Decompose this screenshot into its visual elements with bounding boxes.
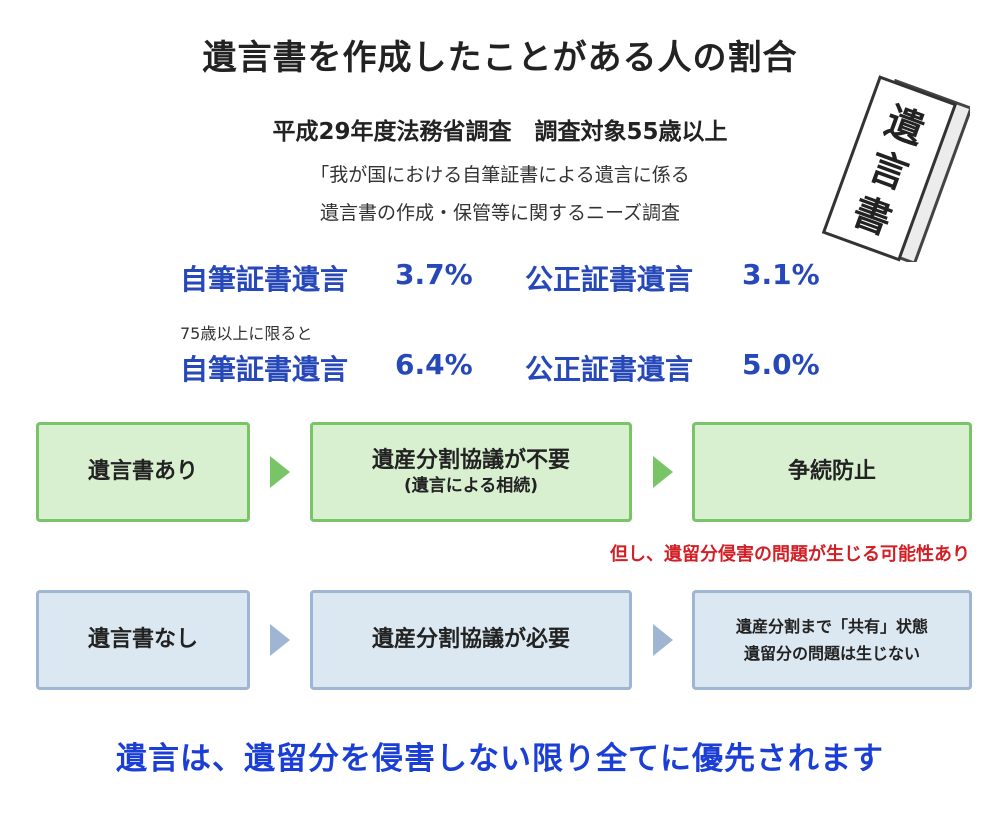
- stat-over75-holographic-value: 6.4%: [395, 348, 473, 381]
- flow-box-division-unnecessary: 遺産分割協議が不要 (遺言による相続): [310, 422, 632, 522]
- conclusion-text: 遺言は、遺留分を侵害しない限り全てに優先されます: [116, 741, 884, 777]
- stat-over75-holographic-label: 自筆証書遺言: [180, 353, 349, 386]
- will-document-icon: 遺 言 書: [810, 72, 973, 266]
- stat-holographic-label: 自筆証書遺言: [180, 263, 349, 296]
- flow-box-label: 遺言書あり: [87, 459, 198, 485]
- caveat-note: 但し、遺留分侵害の問題が生じる可能性あり: [610, 544, 970, 565]
- page-title: 遺言書を作成したことがある人の割合: [202, 38, 798, 78]
- flow-box-line2: 遺留分の問題は生じない: [743, 644, 920, 663]
- flow-box-label: 遺産分割協議が必要: [371, 627, 570, 653]
- flow-box-label: 争続防止: [787, 459, 876, 485]
- stat-over75-notarial-value: 5.0%: [742, 348, 820, 381]
- survey-subtitle: 平成29年度法務省調査 調査対象55歳以上: [272, 119, 728, 145]
- flow-box-co-ownership: 遺産分割まで「共有」状態 遺留分の問題は生じない: [692, 590, 972, 690]
- flow-box-label: 遺産分割協議が不要: [371, 447, 570, 473]
- flow-box-line1: 遺産分割まで「共有」状態: [735, 616, 928, 636]
- arrow-right-icon: [270, 456, 290, 488]
- stat-over75-notarial-label: 公正証書遺言: [525, 353, 694, 386]
- stat-notarial-value: 3.1%: [742, 258, 820, 291]
- survey-name-line1: 「我が国における自筆証書による遺言に係る: [310, 164, 690, 186]
- flow-box-sublabel: (遺言による相続): [403, 476, 539, 497]
- flow-box-label: 遺言書なし: [87, 627, 198, 653]
- survey-name-line2: 遺言書の作成・保管等に関するニーズ調査: [319, 202, 681, 224]
- arrow-right-icon: [653, 456, 673, 488]
- over75-note: 75歳以上に限ると: [180, 324, 313, 343]
- stat-holographic-value: 3.7%: [395, 258, 473, 291]
- arrow-right-icon: [270, 624, 290, 656]
- flow-box-with-will: 遺言書あり: [36, 422, 250, 522]
- flow-box-dispute-prevention: 争続防止: [692, 422, 972, 522]
- flow-box-division-required: 遺産分割協議が必要: [310, 590, 632, 690]
- stat-notarial-label: 公正証書遺言: [525, 263, 694, 296]
- arrow-right-icon: [653, 624, 673, 656]
- flow-box-without-will: 遺言書なし: [36, 590, 250, 690]
